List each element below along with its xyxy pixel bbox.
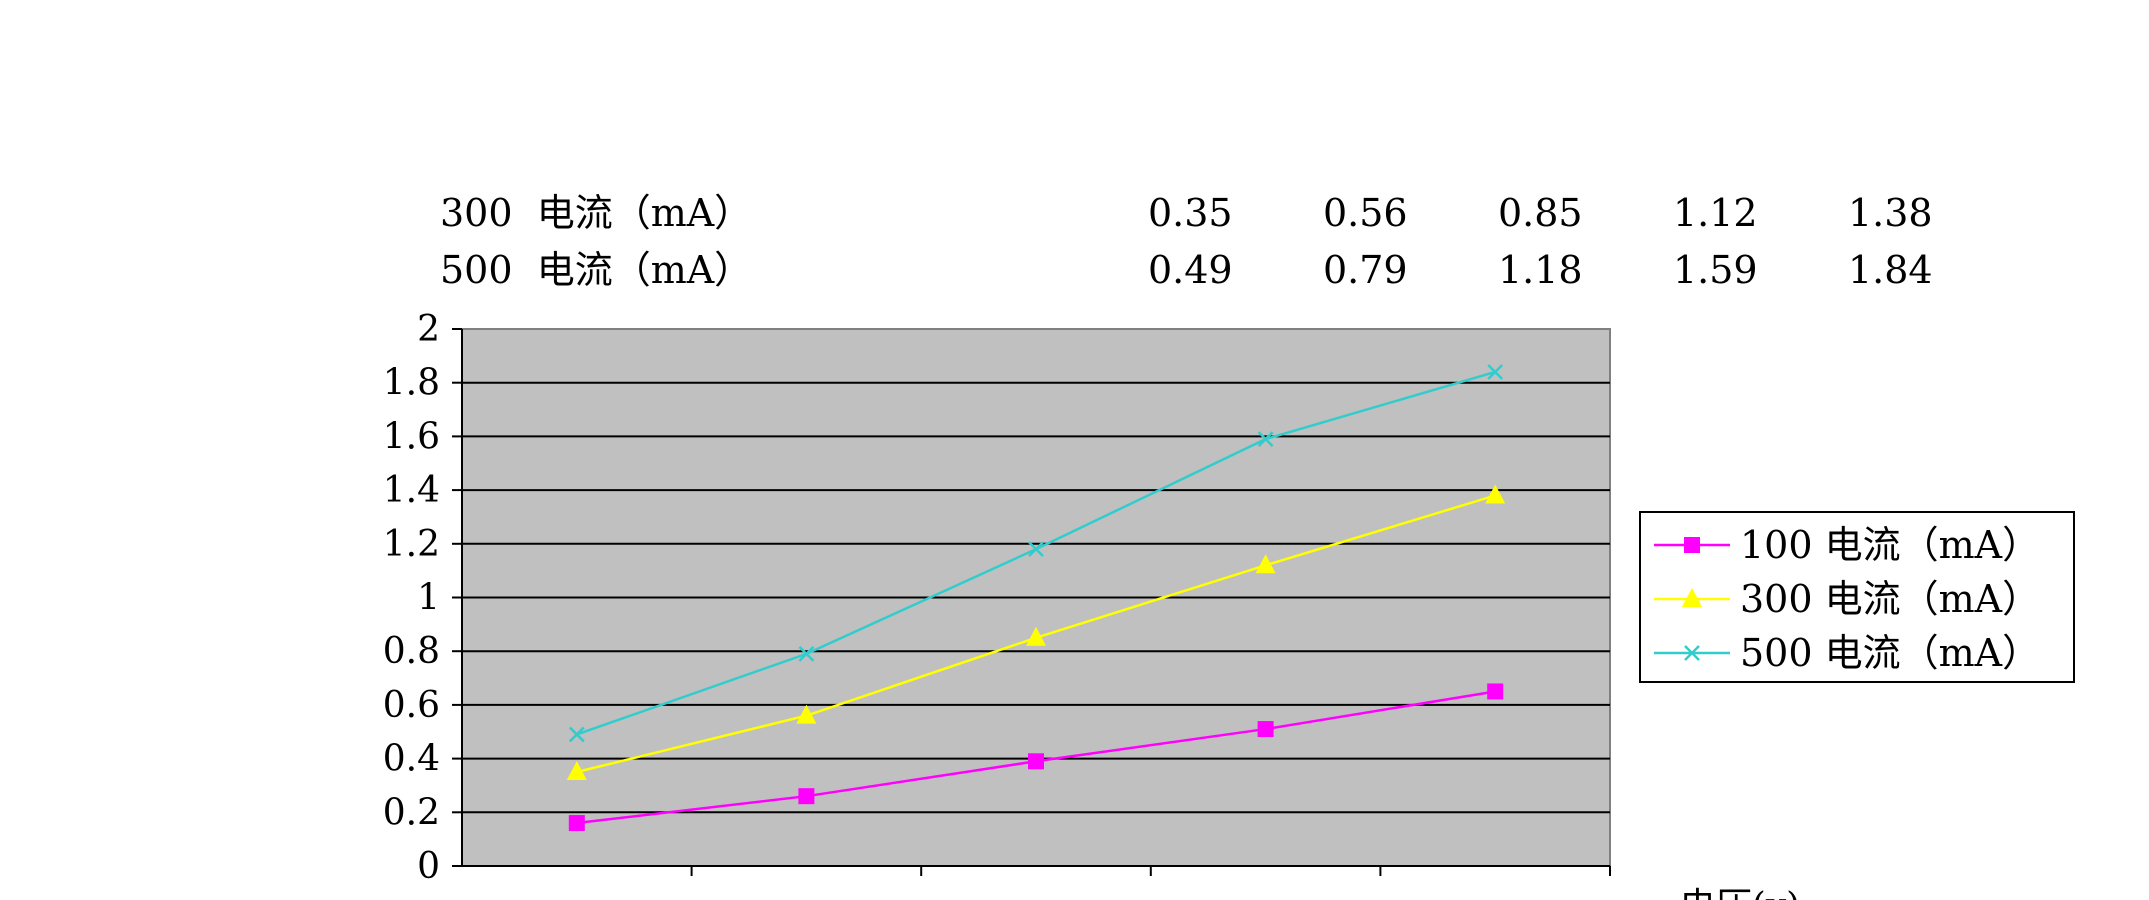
table-cell: 0.79 (1323, 248, 1408, 292)
y-tick-label: 1.4 (383, 470, 440, 511)
table-cell: 1.84 (1848, 248, 1933, 292)
y-tick-label: 1 (417, 578, 440, 619)
data-point (1028, 753, 1044, 770)
y-tick-label: 0.4 (383, 739, 440, 780)
data-point (566, 761, 587, 781)
table-cell: 1.38 (1848, 191, 1933, 235)
data-point (798, 788, 815, 805)
legend-marker (1682, 588, 1702, 607)
data-point (1028, 541, 1044, 558)
y-tick-label: 1.8 (383, 363, 440, 404)
y-tick-label: 2 (417, 309, 440, 350)
data-point (1257, 721, 1274, 738)
data-point (796, 704, 817, 724)
y-tick-label: 0 (417, 846, 440, 887)
row-label: 500 电流（mA） (440, 248, 753, 292)
data-point (1487, 364, 1504, 380)
y-tick-label: 0.8 (383, 631, 440, 672)
legend-entry: 300 电流（mA） (1740, 577, 2040, 621)
y-tick-label: 1.2 (383, 524, 440, 565)
legend-marker (1684, 645, 1700, 661)
table-row: 300 电流（mA） 0.35 0.56 0.85 1.12 1.38 (0, 188, 2149, 238)
table-cell: 1.12 (1673, 191, 1758, 235)
legend-marker (1684, 537, 1700, 553)
legend: 100 电流（mA） 300 电流（mA） 500 电流（mA） (1639, 511, 2075, 683)
table-cell: 0.56 (1323, 191, 1408, 235)
data-point (1255, 554, 1276, 574)
data-point (1026, 626, 1046, 646)
x-axis-label: 电压(v) (1680, 886, 1800, 900)
data-point (798, 646, 815, 662)
data-point (1257, 431, 1274, 447)
table-cell: 0.49 (1148, 248, 1233, 292)
table-cell: 0.35 (1148, 191, 1233, 235)
data-point (1485, 484, 1506, 504)
y-tick-label: 0.2 (383, 792, 440, 833)
table-cell: 0.85 (1498, 191, 1583, 235)
legend-entry: 100 电流（mA） (1740, 523, 2040, 567)
data-point (568, 815, 585, 832)
row-label: 300 电流（mA） (440, 191, 753, 235)
table-cell: 1.59 (1673, 248, 1758, 292)
table-row: 500 电流（mA） 0.49 0.79 1.18 1.59 1.84 (0, 245, 2149, 295)
y-tick-label: 0.6 (383, 685, 440, 726)
data-point (1487, 683, 1504, 700)
table-cell: 1.18 (1498, 248, 1583, 292)
legend-entry: 500 电流（mA） (1740, 631, 2040, 675)
data-point (568, 726, 585, 743)
y-tick-label: 1.6 (383, 416, 440, 457)
